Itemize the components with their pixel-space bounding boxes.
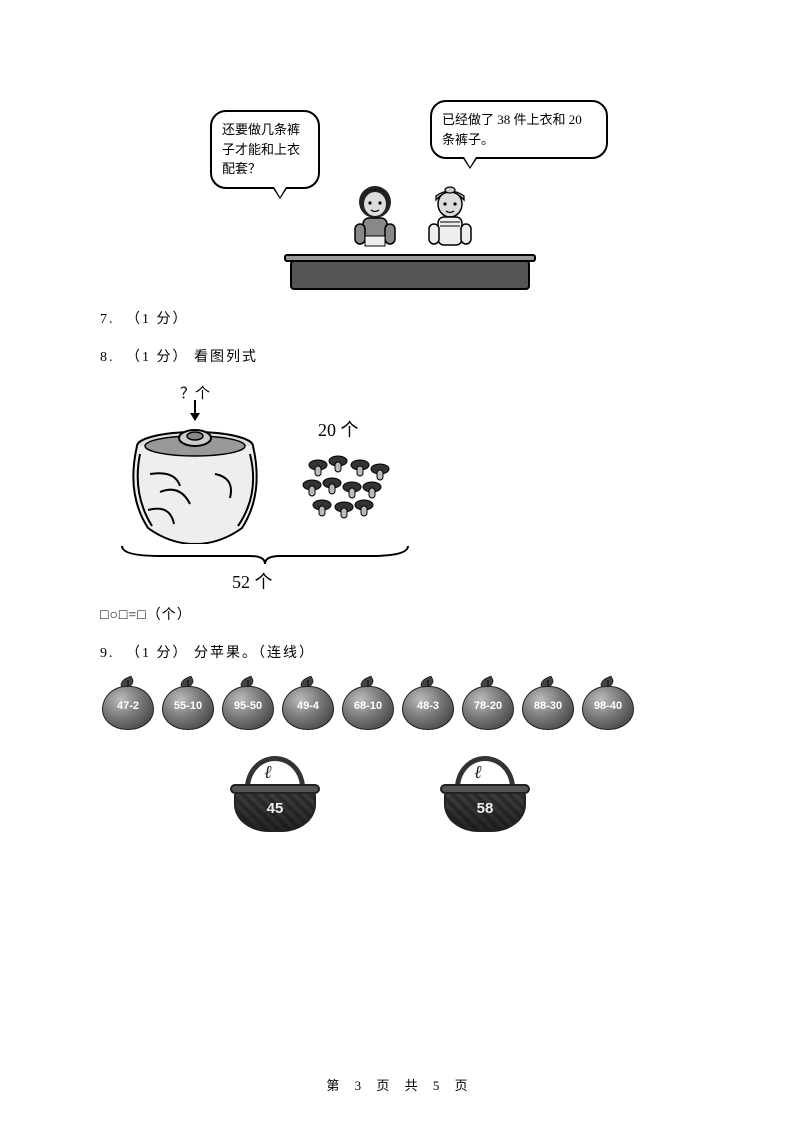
basket-ribbon-icon: ℓ: [474, 762, 482, 783]
q7-cartoon: 还要做几条裤子才能和上衣配套？ 已经做了 38 件上衣和 20 条裤子。: [210, 100, 610, 290]
page-content: 还要做几条裤子才能和上衣配套？ 已经做了 38 件上衣和 20 条裤子。: [0, 0, 800, 836]
speech-bubble-left: 还要做几条裤子才能和上衣配套？: [210, 110, 320, 189]
page-footer: 第 3 页 共 5 页: [0, 1075, 800, 1094]
cartoon-desk-scene: [290, 220, 530, 290]
question-9: 9. （1 分） 分苹果。（连线）: [100, 642, 700, 662]
apple-item: 78-20: [460, 678, 516, 732]
apple-label: 68-10: [340, 700, 396, 712]
apple-item: 95-50: [220, 678, 276, 732]
curly-brace-icon: [120, 544, 410, 566]
bubble-right-text: 已经做了 38 件上衣和 20 条裤子。: [442, 112, 582, 147]
q7-points: （1 分）: [126, 312, 189, 327]
q7-number: 7.: [100, 312, 115, 327]
apple-label: 88-30: [520, 700, 576, 712]
q8-mushroom-count: 20 个: [318, 416, 359, 442]
apples-row: 47-2 55-10 95-50 49-4 68-10: [100, 678, 700, 732]
bubble-left-text: 还要做几条裤子才能和上衣配套？: [222, 122, 300, 176]
apple-item: 49-4: [280, 678, 336, 732]
q8-points: （1 分）: [126, 350, 189, 365]
q9-number: 9.: [100, 646, 115, 661]
speech-bubble-right: 已经做了 38 件上衣和 20 条裤子。: [430, 100, 608, 159]
basket-item: ℓ 58: [440, 756, 530, 836]
apple-item: 88-30: [520, 678, 576, 732]
basket-rim-icon: [230, 784, 320, 794]
apple-item: 55-10: [160, 678, 216, 732]
apple-label: 78-20: [460, 700, 516, 712]
basket-value: 45: [230, 800, 320, 817]
apple-label: 49-4: [280, 700, 336, 712]
mushrooms-icon: [300, 452, 400, 532]
q8-figure: ？个 20 个: [100, 382, 420, 592]
apple-label: 98-40: [580, 700, 636, 712]
apple-label: 47-2: [100, 700, 156, 712]
question-7: 7. （1 分）: [100, 308, 700, 328]
baskets-row: ℓ 45 ℓ 58: [230, 756, 700, 836]
q8-title: 看图列式: [194, 350, 258, 365]
basket-item: ℓ 45: [230, 756, 320, 836]
apple-item: 47-2: [100, 678, 156, 732]
arrow-down-icon: [194, 400, 196, 420]
apple-item: 98-40: [580, 678, 636, 732]
person-boy-icon: [420, 184, 480, 254]
q9-title: 分苹果。（连线）: [194, 646, 315, 661]
question-8: 8. （1 分） 看图列式: [100, 346, 700, 366]
pot-icon: [120, 424, 270, 544]
person-girl-icon: [345, 184, 405, 254]
apple-label: 95-50: [220, 700, 276, 712]
basket-ribbon-icon: ℓ: [264, 762, 272, 783]
apple-item: 68-10: [340, 678, 396, 732]
q8-number: 8.: [100, 350, 115, 365]
q9-points: （1 分）: [126, 646, 189, 661]
basket-rim-icon: [440, 784, 530, 794]
bubble-tail-icon: [272, 187, 288, 199]
q8-expression: □○□=□（个）: [100, 604, 700, 624]
basket-value: 58: [440, 800, 530, 817]
apple-label: 55-10: [160, 700, 216, 712]
apple-item: 48-3: [400, 678, 456, 732]
apple-label: 48-3: [400, 700, 456, 712]
desk-icon: [290, 260, 530, 290]
q8-total-label: 52 个: [232, 568, 273, 594]
bubble-tail-icon: [462, 157, 478, 169]
